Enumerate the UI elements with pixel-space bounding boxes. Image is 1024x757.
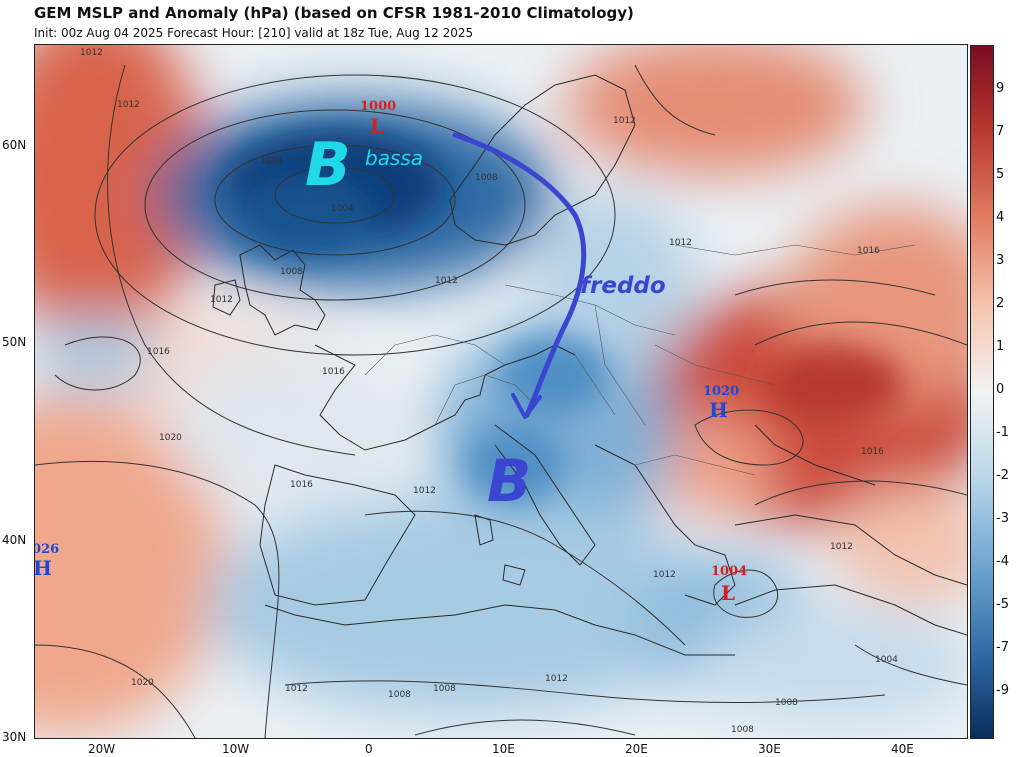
isobar-label: 1008 [475,173,498,183]
annotation-b-south: B [487,447,531,515]
longitude-label: 0 [365,742,373,756]
isobar-label: 1012 [210,295,233,305]
isobar-label: 1012 [669,238,692,248]
annotation-bassa: bassa [365,146,423,170]
isobar-label: 1012 [285,684,308,694]
isobar-label: 1012 [830,542,853,552]
isobar-label: 1012 [435,276,458,286]
annotation-freddo: freddo [580,273,666,299]
isobar-label: 1020 [159,433,182,443]
annotations: B bassa freddo B [305,130,666,515]
isobar-label: 1012 [545,674,568,684]
isobar-label: 1004 [260,156,283,166]
colorbar-label: -5 [996,597,1009,612]
map-panel: 1012 1012 1004 1004 1008 1012 1008 1012 … [34,44,968,739]
latitude-label: 40N [2,533,27,547]
longitude-label: 10W [222,742,250,756]
longitude-label: 10E [492,742,515,756]
colorbar-label: 9 [996,81,1005,96]
longitude-label: 30E [758,742,781,756]
colorbar-label: 1 [996,339,1005,354]
colorbar-label: -9 [996,683,1009,698]
colorbar-label: 5 [996,167,1005,182]
isobar-label: 1016 [861,447,884,457]
high-pressure-value: 1020 [703,384,739,399]
low-pressure-symbol: L [370,114,384,138]
isobar-label: 1016 [290,480,313,490]
colorbar-label: -4 [996,554,1009,569]
colorbar-label: -7 [996,640,1009,655]
colorbar-label: 3 [996,253,1005,268]
isobar-labels: 1012 1012 1004 1004 1008 1012 1008 1012 … [80,48,898,735]
mslp-anomaly-map: 1012 1012 1004 1004 1008 1012 1008 1012 … [35,45,967,738]
isobar-label: 1020 [131,678,154,688]
colorbar-label: -2 [996,468,1009,483]
latitude-label: 50N [2,335,27,349]
isobar-label: 1004 [875,655,898,665]
longitude-label: 20W [88,742,116,756]
isobar-label: 1012 [653,570,676,580]
colorbar-label: -3 [996,511,1009,526]
isobar-label: 1012 [80,48,103,58]
latitude-label: 60N [2,138,27,152]
isobar-label: 1016 [322,367,345,377]
longitude-label: 20E [625,742,648,756]
isobars [35,64,967,738]
borders [364,244,916,476]
low-pressure-value: 1004 [711,564,747,579]
colorbar-label: 7 [996,124,1005,139]
isobar-label: 1008 [388,690,411,700]
isobar-label: 1008 [731,725,754,735]
low-pressure-symbol: L [721,581,735,605]
arrow-head [511,393,542,419]
colorbar-label: 0 [996,382,1005,397]
isobar-label: 1008 [280,267,303,277]
low-pressure-value: 1000 [360,99,396,114]
map-title: GEM MSLP and Anomaly (hPa) (based on CFS… [34,4,634,22]
pressure-centers: 1000 L 1020 H 1026 H 1004 L [35,99,747,605]
colorbar [970,45,994,739]
colorbar-label: 2 [996,296,1005,311]
isobar-label: 1004 [331,204,354,214]
longitude-label: 40E [891,742,914,756]
coastlines [212,74,967,656]
isobar-label: 1016 [857,246,880,256]
cold-flow-arrow [452,132,587,418]
high-pressure-symbol: H [709,398,728,422]
isobar-label: 1012 [613,116,636,126]
annotation-b-north: B [305,130,351,200]
colorbar-label: -1 [996,425,1009,440]
high-pressure-value: 1026 [35,542,59,557]
isobar-label: 1008 [433,684,456,694]
map-subtitle: Init: 00z Aug 04 2025 Forecast Hour: [21… [34,26,474,40]
latitude-label: 30N [2,730,27,744]
high-pressure-symbol: H [35,556,52,580]
isobar-label: 1008 [775,698,798,708]
isobar-label: 1012 [117,100,140,110]
colorbar-label: 4 [996,210,1005,225]
isobar-label: 1012 [413,486,436,496]
isobar-label: 1016 [147,347,170,357]
